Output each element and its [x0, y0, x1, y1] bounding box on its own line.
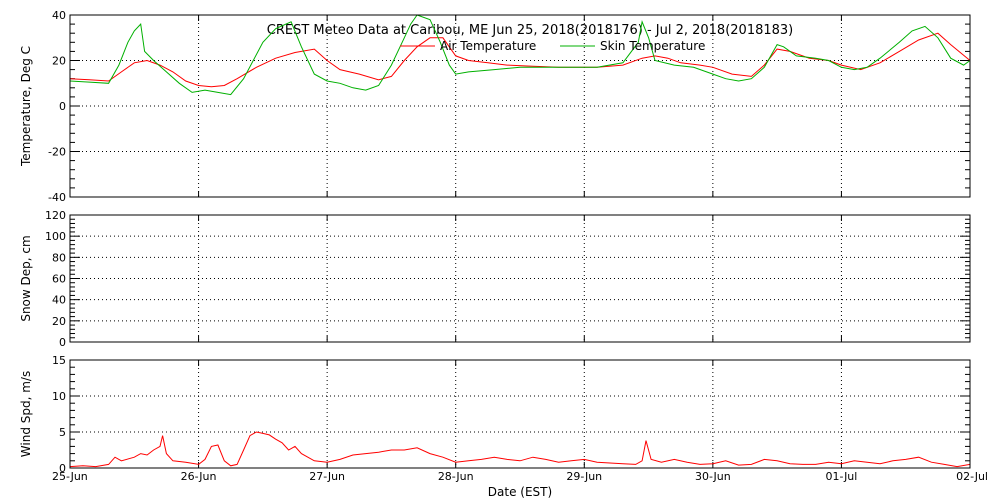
y-tick-label: -20: [48, 146, 66, 159]
y-axis-label: Wind Spd, m/s: [19, 371, 33, 457]
x-tick-label: 29-Jun: [566, 470, 602, 483]
y-tick-label: 15: [52, 354, 66, 367]
y-axis-label: Temperature, Deg C: [19, 46, 33, 167]
x-tick-label: 27-Jun: [309, 470, 345, 483]
y-tick-label: 40: [52, 294, 66, 307]
legend-label: Skin Temperature: [600, 39, 705, 53]
y-tick-label: 0: [59, 336, 66, 349]
y-tick-label: 80: [52, 251, 66, 264]
y-tick-label: 0: [59, 462, 66, 475]
legend-label: Air Temperature: [440, 39, 536, 53]
x-axis-label: Date (EST): [488, 485, 552, 499]
y-tick-label: 10: [52, 390, 66, 403]
y-tick-label: 20: [52, 315, 66, 328]
y-tick-label: -40: [48, 191, 66, 204]
y-tick-label: 100: [45, 230, 66, 243]
x-tick-label: 25-Jun: [52, 470, 88, 483]
temperature-panel: -40 -20 0 20 40 Temperature, Deg C Air Tempera…: [19, 9, 971, 204]
snow-depth-panel: 0 20 40 60 80 100 120 Snow Dep, cm: [19, 209, 971, 349]
y-tick-label: 40: [52, 9, 66, 22]
plot-frame: [69, 214, 971, 343]
chart-panels: -40 -20 0 20 40 Temperature, Deg C Air Tempera…: [19, 9, 988, 483]
plot-frame: [69, 359, 971, 469]
wind-speed-panel: 0 5 10 15 25-Jun 26-Jun 27-Jun 28-Jun 29-Jun 30-J…: [19, 354, 988, 483]
y-tick-label: 20: [52, 55, 66, 68]
x-tick-label: 26-Jun: [181, 470, 217, 483]
chart-title: CREST Meteo Data at Caribou, ME Jun 25, …: [267, 23, 794, 38]
skin-temperature-line: [70, 15, 970, 96]
y-tick-label: 0: [59, 100, 66, 113]
x-tick-label: 28-Jun: [438, 470, 474, 483]
plot-frame: [69, 14, 971, 198]
x-tick-label: 30-Jun: [695, 470, 731, 483]
y-tick-label: 60: [52, 273, 66, 286]
y-tick-label: 5: [59, 426, 66, 439]
wind-speed-line: [70, 431, 970, 468]
x-tick-label: 01-Jul: [825, 470, 857, 483]
y-axis-label: Snow Dep, cm: [19, 235, 33, 321]
x-tick-label: 02-Jul: [956, 470, 988, 483]
y-tick-label: 120: [45, 209, 66, 222]
